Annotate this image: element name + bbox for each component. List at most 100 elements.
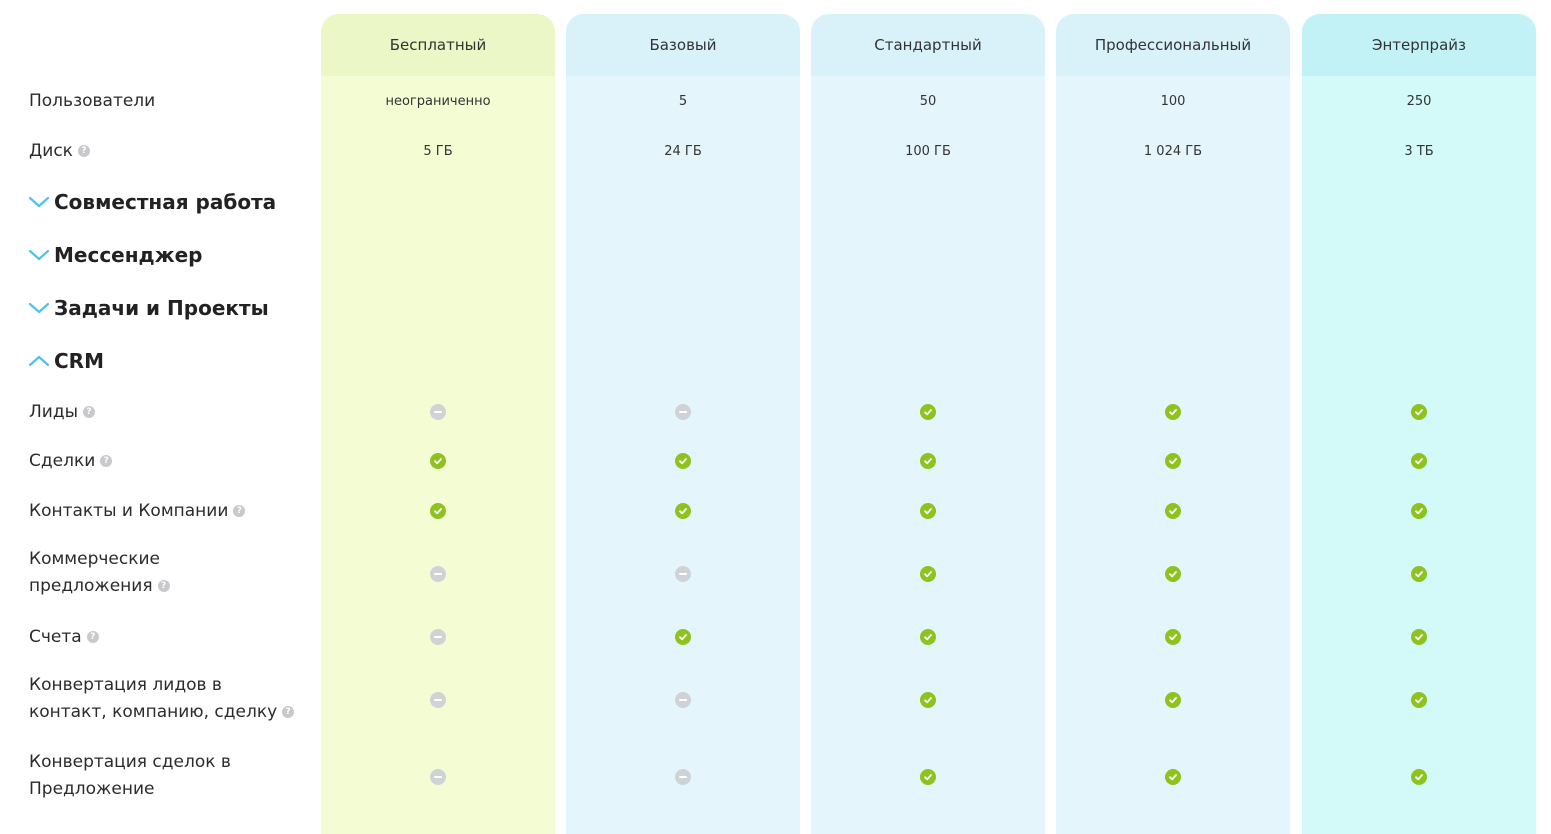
- table-cell: [321, 546, 555, 602]
- check-circle-icon: [1411, 692, 1427, 708]
- check-circle-icon: [920, 503, 936, 519]
- feature-label-text: Конвертация сделок в: [29, 752, 231, 772]
- plan-header-free[interactable]: Бесплатный: [321, 14, 555, 76]
- table-cell: [811, 672, 1045, 728]
- check-circle-icon: [920, 404, 936, 420]
- table-cell: [566, 624, 800, 650]
- check-circle-icon: [430, 453, 446, 469]
- table-cell: [321, 498, 555, 524]
- question-circle-icon[interactable]: ?: [157, 580, 170, 592]
- table-cell: [1056, 546, 1290, 602]
- table-cell: [811, 399, 1045, 425]
- table-cell: [1056, 672, 1290, 728]
- feature-label: Конвертация сделок в Предложение: [29, 749, 314, 805]
- check-circle-icon: [675, 503, 691, 519]
- check-circle-icon: [1411, 566, 1427, 582]
- check-circle-icon: [430, 503, 446, 519]
- table-cell: 3 ТБ: [1404, 143, 1434, 159]
- question-circle-icon[interactable]: ?: [100, 455, 113, 467]
- check-circle-icon: [920, 566, 936, 582]
- table-cell: [811, 498, 1045, 524]
- chevron-down-icon: [28, 196, 50, 208]
- table-cell: 1 024 ГБ: [1143, 143, 1203, 159]
- table-cell: [811, 546, 1045, 602]
- check-circle-icon: [1411, 769, 1427, 785]
- question-circle-icon[interactable]: ?: [86, 631, 99, 643]
- check-circle-icon: [675, 629, 691, 645]
- table-cell: [1056, 448, 1290, 474]
- table-cell: [566, 498, 800, 524]
- section-label: CRM: [54, 349, 104, 373]
- row-label-text: Диск: [29, 140, 73, 161]
- section-label: Совместная работа: [54, 190, 277, 214]
- section-label: Задачи и Проекты: [54, 296, 269, 320]
- check-circle-icon: [1165, 566, 1181, 582]
- feature-row-leads: Лиды ?: [0, 399, 1551, 425]
- minus-circle-icon: [430, 692, 446, 708]
- check-circle-icon: [920, 769, 936, 785]
- feature-label-text: Сделки: [29, 450, 96, 471]
- section-toggle-collaboration[interactable]: Совместная работа: [28, 189, 276, 215]
- plan-header-professional[interactable]: Профессиональный: [1056, 14, 1290, 76]
- check-circle-icon: [1165, 453, 1181, 469]
- section-toggle-tasks-projects[interactable]: Задачи и Проекты: [28, 295, 269, 321]
- table-cell: [1056, 624, 1290, 650]
- question-circle-icon[interactable]: ?: [233, 505, 246, 517]
- table-cell: [1302, 546, 1536, 602]
- table-cell: 5: [678, 93, 688, 109]
- question-circle-icon[interactable]: ?: [83, 406, 96, 418]
- table-cell: [811, 624, 1045, 650]
- minus-circle-icon: [430, 566, 446, 582]
- table-cell: [1056, 498, 1290, 524]
- plan-header-standard[interactable]: Стандартный: [811, 14, 1045, 76]
- check-circle-icon: [1165, 404, 1181, 420]
- table-cell: [566, 546, 800, 602]
- feature-label-text: Лиды: [29, 401, 79, 422]
- question-circle-icon[interactable]: ?: [77, 145, 90, 157]
- table-cell: 250: [1406, 93, 1432, 109]
- minus-circle-icon: [675, 566, 691, 582]
- section-toggle-crm[interactable]: CRM: [28, 348, 104, 374]
- chevron-up-icon: [28, 355, 50, 367]
- check-circle-icon: [920, 629, 936, 645]
- table-row-disk: Диск ? 5 ГБ 24 ГБ 100 ГБ 1 024 ГБ 3 ТБ: [0, 138, 1551, 164]
- table-cell: [566, 749, 800, 805]
- feature-label-text: предложения: [29, 576, 153, 596]
- check-circle-icon: [1411, 404, 1427, 420]
- table-cell: 24 ГБ: [664, 143, 702, 159]
- question-circle-icon[interactable]: ?: [282, 706, 295, 718]
- row-label-users: Пользователи: [29, 88, 314, 114]
- table-cell: [1302, 399, 1536, 425]
- check-circle-icon: [920, 692, 936, 708]
- feature-label-text: Конвертация лидов в: [29, 675, 222, 695]
- minus-circle-icon: [675, 769, 691, 785]
- row-label-text: Пользователи: [29, 90, 156, 111]
- feature-row-contacts-companies: Контакты и Компании ?: [0, 498, 1551, 524]
- table-cell: 5 ГБ: [423, 143, 453, 159]
- feature-label: Лиды ?: [29, 399, 314, 425]
- row-label-disk: Диск ?: [29, 138, 314, 164]
- table-cell: неограниченно: [385, 93, 491, 109]
- table-cell: [566, 399, 800, 425]
- table-cell: [321, 749, 555, 805]
- check-circle-icon: [1411, 453, 1427, 469]
- table-cell: [811, 448, 1045, 474]
- minus-circle-icon: [675, 404, 691, 420]
- table-cell: [321, 672, 555, 728]
- section-toggle-messenger[interactable]: Мессенджер: [28, 242, 203, 268]
- feature-label: Коммерческие предложения?: [29, 546, 314, 602]
- feature-label: Сделки ?: [29, 448, 314, 474]
- plan-column-basic: Базовый: [566, 14, 800, 834]
- feature-label-text: Предложение: [29, 779, 155, 799]
- plan-header-basic[interactable]: Базовый: [566, 14, 800, 76]
- feature-label: Счета ?: [29, 624, 314, 650]
- table-cell: 50: [919, 93, 937, 109]
- section-label: Мессенджер: [54, 243, 203, 267]
- feature-row-lead-conversion: Конвертация лидов в контакт, компанию, с…: [0, 672, 1551, 728]
- feature-row-proposals: Коммерческие предложения?: [0, 546, 1551, 602]
- table-cell: [321, 448, 555, 474]
- table-cell: [1302, 498, 1536, 524]
- plan-header-enterprise[interactable]: Энтерпрайз: [1302, 14, 1536, 76]
- table-cell: 100 ГБ: [905, 143, 951, 159]
- minus-circle-icon: [430, 769, 446, 785]
